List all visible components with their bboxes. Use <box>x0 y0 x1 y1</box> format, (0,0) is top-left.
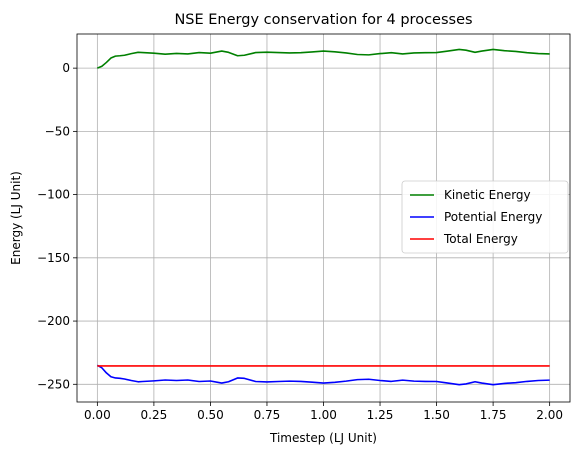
x-tick-label: 1.75 <box>480 408 507 422</box>
y-tick-label: −100 <box>37 188 70 202</box>
x-tick-label: 0.75 <box>254 408 281 422</box>
x-tick-label: 1.00 <box>310 408 337 422</box>
legend-label-total-energy: Total Energy <box>443 232 518 246</box>
y-tick-label: −150 <box>37 251 70 265</box>
legend-label-kinetic-energy: Kinetic Energy <box>444 188 531 202</box>
x-tick-label: 2.00 <box>536 408 563 422</box>
x-tick-label: 1.25 <box>367 408 394 422</box>
x-tick-label: 0.50 <box>197 408 224 422</box>
x-tick-label: 0.25 <box>141 408 168 422</box>
y-tick-label: −250 <box>37 377 70 391</box>
x-tick-label: 0.00 <box>84 408 111 422</box>
chart-title: NSE Energy conservation for 4 processes <box>174 12 472 28</box>
legend: Kinetic Energy Potential Energy Total Ener… <box>402 181 568 253</box>
y-tick-label: −200 <box>37 314 70 328</box>
y-tick-label: 0 <box>62 61 70 75</box>
y-tick-label: −50 <box>45 124 70 138</box>
y-axis-label: Energy (LJ Unit) <box>9 171 23 265</box>
legend-label-potential-energy: Potential Energy <box>444 210 542 224</box>
x-tick-label: 1.50 <box>423 408 450 422</box>
x-axis-label: Timestep (LJ Unit) <box>269 431 377 445</box>
